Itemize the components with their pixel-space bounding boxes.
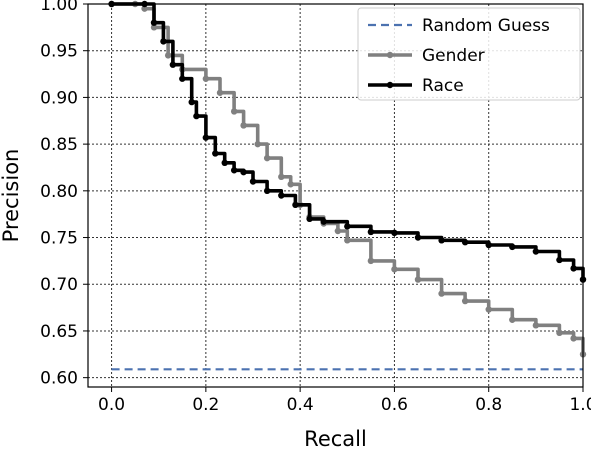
data-point-gender: [414, 276, 422, 283]
data-point-race: [556, 256, 563, 264]
legend-label: Random Guess: [422, 16, 550, 36]
data-point-gender: [230, 108, 238, 115]
data-point-gender: [438, 290, 445, 297]
data-point-gender: [509, 316, 516, 323]
data-point-gender: [556, 329, 563, 337]
data-point-race: [485, 241, 492, 249]
data-point-race: [278, 192, 285, 199]
data-point-race: [367, 228, 375, 236]
data-point-race: [160, 38, 167, 45]
data-point-gender: [461, 297, 469, 305]
y-tick-label: 0.90: [40, 88, 78, 108]
data-point-race: [263, 187, 271, 195]
data-point-gender: [287, 181, 294, 188]
series-group: [108, 0, 587, 371]
data-point-race: [240, 168, 247, 176]
y-tick-label: 0.75: [40, 229, 78, 249]
legend-marker: [386, 81, 394, 89]
data-point-gender: [240, 122, 247, 129]
legend-item-race: Race: [368, 76, 464, 96]
data-point-race: [509, 243, 516, 251]
data-point-race: [344, 223, 351, 230]
x-axis-label: Recall: [304, 427, 367, 451]
y-tick-label: 0.70: [40, 275, 78, 295]
x-tick-label: 0.4: [287, 395, 314, 415]
data-point-race: [179, 75, 186, 82]
data-point-race: [150, 19, 158, 26]
y-tick-label: 1.00: [40, 0, 78, 15]
y-tick-label: 0.85: [40, 135, 78, 155]
data-point-race: [532, 248, 540, 255]
data-point-gender: [334, 227, 342, 235]
data-point-race: [221, 159, 228, 167]
data-point-gender: [278, 173, 285, 181]
y-tick-label: 0.80: [40, 182, 78, 202]
data-point-gender: [216, 89, 224, 96]
data-point-gender: [141, 5, 148, 12]
x-tick-label: 0.2: [192, 395, 219, 415]
legend-item-gender: Gender: [368, 46, 485, 66]
data-point-race: [320, 218, 327, 225]
x-tick-label: 0.6: [381, 395, 408, 415]
legend-item-random-guess: Random Guess: [368, 16, 550, 36]
data-point-race: [438, 237, 445, 244]
data-point-race: [391, 229, 398, 237]
legend-label: Race: [422, 76, 464, 96]
data-point-race: [414, 234, 422, 241]
data-point-gender: [150, 24, 158, 31]
data-point-gender: [164, 52, 172, 59]
data-point-race: [212, 150, 219, 157]
data-point-gender: [263, 154, 271, 162]
series-line-race: [109, 2, 585, 282]
data-point-gender: [485, 306, 492, 313]
x-tick-label: 0.0: [98, 395, 125, 415]
data-point-race: [249, 178, 257, 185]
data-point-gender: [367, 257, 375, 265]
data-point-race: [202, 134, 210, 141]
data-point-race: [193, 112, 200, 120]
data-point-gender: [202, 75, 210, 82]
data-point-race: [230, 167, 238, 174]
data-point-gender: [344, 237, 351, 244]
legend-box: [357, 7, 581, 101]
plot-area-frame: [87, 3, 584, 388]
y-tick-label: 0.95: [40, 42, 78, 62]
x-tick-label: 0.8: [475, 395, 502, 415]
y-axis-label: Precision: [0, 149, 23, 243]
legend-marker: [386, 51, 394, 59]
x-tick-label: 1.0: [569, 395, 591, 415]
legend: Random Guess Gender Race: [357, 7, 581, 101]
axis-ticks: 0.0 0.2 0.4 0.6 0.8 1.0 0.60 0.65 0.70 0.75 0.80 0.…: [40, 0, 591, 415]
data-point-gender: [532, 322, 540, 329]
data-point-gender: [570, 335, 577, 342]
y-tick-label: 0.60: [40, 369, 78, 389]
legend-label: Gender: [422, 46, 485, 66]
data-point-gender: [254, 140, 261, 148]
data-point-race: [169, 61, 177, 68]
data-point-race: [306, 215, 313, 223]
data-point-race: [292, 201, 299, 209]
data-point-race: [570, 265, 577, 272]
data-point-race: [188, 98, 195, 106]
data-point-race: [461, 239, 469, 246]
data-point-gender: [391, 266, 398, 273]
y-tick-label: 0.65: [40, 322, 78, 342]
